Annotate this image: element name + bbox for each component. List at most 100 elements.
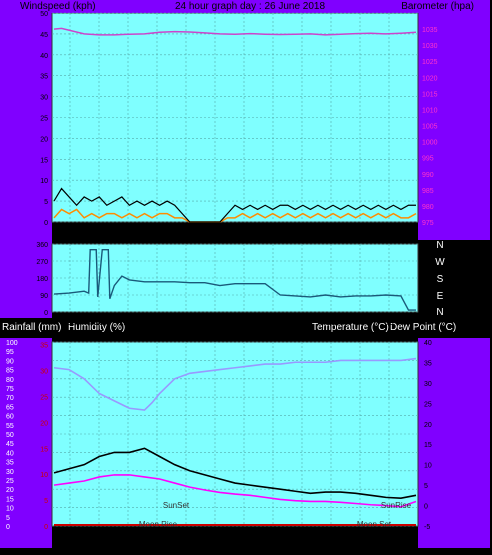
temperature-tick-label: 5 bbox=[424, 483, 428, 490]
rain-tick-label: 15 bbox=[40, 446, 48, 453]
plot-area bbox=[51, 243, 419, 313]
x-tick-label: 23 bbox=[239, 317, 249, 327]
x-tick-label: 03 bbox=[297, 531, 307, 541]
wind-gust-line bbox=[53, 208, 417, 223]
y2-tick-label: 1005 bbox=[422, 124, 438, 131]
y-tick-label: 25 bbox=[40, 116, 48, 123]
x-tick-label: 05 bbox=[326, 531, 336, 541]
humidity-tick-label: 35 bbox=[6, 460, 14, 467]
rain-tick-label: 30 bbox=[40, 369, 48, 376]
y-tick-label: 90 bbox=[40, 293, 48, 300]
y2-tick-label: 995 bbox=[422, 156, 434, 163]
x-tick-label: 19 bbox=[181, 531, 191, 541]
rain-tick-label: 5 bbox=[44, 498, 48, 505]
temperature-tick-label: -5 bbox=[424, 524, 430, 531]
x-tick-label: 07 bbox=[355, 531, 365, 541]
x-tick-label: 11 bbox=[65, 227, 74, 237]
direction-label-n-bottom: N bbox=[436, 307, 443, 318]
y-tick-label: 15 bbox=[40, 157, 48, 164]
y-tick-label: 0 bbox=[44, 220, 48, 227]
dewpoint-axis-title: Dew Point (°C) bbox=[390, 322, 456, 333]
humidity-tick-label: 85 bbox=[6, 368, 14, 375]
sunset-annotation: SunSet bbox=[163, 501, 190, 510]
humidity-tick-label: 65 bbox=[6, 404, 14, 411]
humidity-tick-label: 15 bbox=[6, 496, 14, 503]
dewpoint-line bbox=[53, 474, 417, 508]
temperature-tick-label: 20 bbox=[424, 422, 432, 429]
humidity-tick-label: 55 bbox=[6, 423, 14, 430]
x-tick-label: 13 bbox=[94, 317, 104, 327]
y2-tick-label: 980 bbox=[422, 204, 434, 211]
humidity-tick-label: 50 bbox=[6, 432, 14, 439]
temperature-tick-label: 25 bbox=[424, 401, 432, 408]
x-tick-label: 11 bbox=[65, 317, 74, 327]
temperature-tick-label: 40 bbox=[424, 340, 432, 347]
rain-tick-label: 35 bbox=[40, 343, 48, 350]
x-tick-label: 21 bbox=[210, 317, 220, 327]
sunrise-annotation: SunRise bbox=[381, 501, 412, 510]
humidity-tick-label: 60 bbox=[6, 414, 14, 421]
x-tick-label: 13 bbox=[94, 531, 104, 541]
humidity-tick-label: 0 bbox=[6, 524, 10, 531]
barometer-line bbox=[53, 27, 417, 36]
direction-label-s: S bbox=[437, 274, 444, 285]
direction-label-e: E bbox=[437, 291, 444, 302]
rain-tick-label: 0 bbox=[44, 524, 48, 531]
rainfall-axis-title: Rainfall (mm) bbox=[2, 322, 61, 333]
humidity-tick-label: 70 bbox=[6, 395, 14, 402]
y2-tick-label: 1035 bbox=[422, 27, 438, 34]
x-tick-label: 01 bbox=[268, 531, 278, 541]
wind-direction-line bbox=[53, 248, 416, 311]
windspeed-axis-title: Windspeed (kph) bbox=[20, 1, 96, 12]
y-tick-label: 45 bbox=[40, 32, 48, 39]
humidity-tick-label: 10 bbox=[6, 506, 14, 513]
y2-tick-label: 990 bbox=[422, 172, 434, 179]
title-band bbox=[0, 0, 490, 13]
temperature-tick-label: 35 bbox=[424, 360, 432, 367]
chart-title: 24 hour graph day : 26 June 2018 bbox=[175, 1, 326, 12]
x-tick-label: 05 bbox=[326, 227, 336, 237]
x-tick-label: 17 bbox=[152, 317, 162, 327]
temperature-tick-label: 0 bbox=[424, 504, 428, 511]
x-tick-label: 21 bbox=[210, 227, 220, 237]
y2-tick-label: 1025 bbox=[422, 59, 438, 66]
x-tick-label: 05 bbox=[326, 317, 336, 327]
humidity-tick-label: 80 bbox=[6, 377, 14, 384]
y2-tick-label: 1000 bbox=[422, 140, 438, 147]
temperature-tick-label: 15 bbox=[424, 442, 432, 449]
temperature-tick-label: 30 bbox=[424, 381, 432, 388]
x-tick-label: 07 bbox=[355, 227, 365, 237]
y-tick-label: 35 bbox=[40, 74, 48, 81]
humidity-tick-label: 90 bbox=[6, 358, 14, 365]
y-tick-label: 30 bbox=[40, 95, 48, 102]
x-tick-label: 23 bbox=[239, 531, 249, 541]
x-tick-label: 23 bbox=[239, 227, 249, 237]
y-tick-label: 0 bbox=[44, 310, 48, 317]
y-tick-label: 20 bbox=[40, 136, 48, 143]
moonset-annotation: Moon Set bbox=[357, 520, 392, 529]
x-tick-label: 01 bbox=[268, 317, 278, 327]
humidity-tick-label: 75 bbox=[6, 386, 14, 393]
direction-label-n-top: N bbox=[436, 240, 443, 251]
x-tick-label: 03 bbox=[297, 317, 307, 327]
panel-left-band bbox=[0, 338, 52, 548]
temperature-tick-label: 10 bbox=[424, 463, 432, 470]
x-tick-label: 15 bbox=[123, 227, 133, 237]
x-tick-label: 15 bbox=[123, 531, 133, 541]
humidity-tick-label: 100 bbox=[6, 340, 18, 347]
y2-tick-label: 1020 bbox=[422, 75, 438, 82]
y2-tick-label: 985 bbox=[422, 188, 434, 195]
humidity-tick-label: 25 bbox=[6, 478, 14, 485]
x-tick-label: 17 bbox=[152, 227, 162, 237]
y-tick-label: 270 bbox=[36, 259, 48, 266]
x-tick-label: 03 bbox=[297, 227, 307, 237]
humidity-tick-label: 30 bbox=[6, 469, 14, 476]
barometer-axis-title: Barometer (hpa) bbox=[401, 1, 474, 12]
humidity-tick-label: 40 bbox=[6, 450, 14, 457]
humidity-tick-label: 45 bbox=[6, 441, 14, 448]
rain-tick-label: 10 bbox=[40, 472, 48, 479]
rain-tick-label: 25 bbox=[40, 394, 48, 401]
